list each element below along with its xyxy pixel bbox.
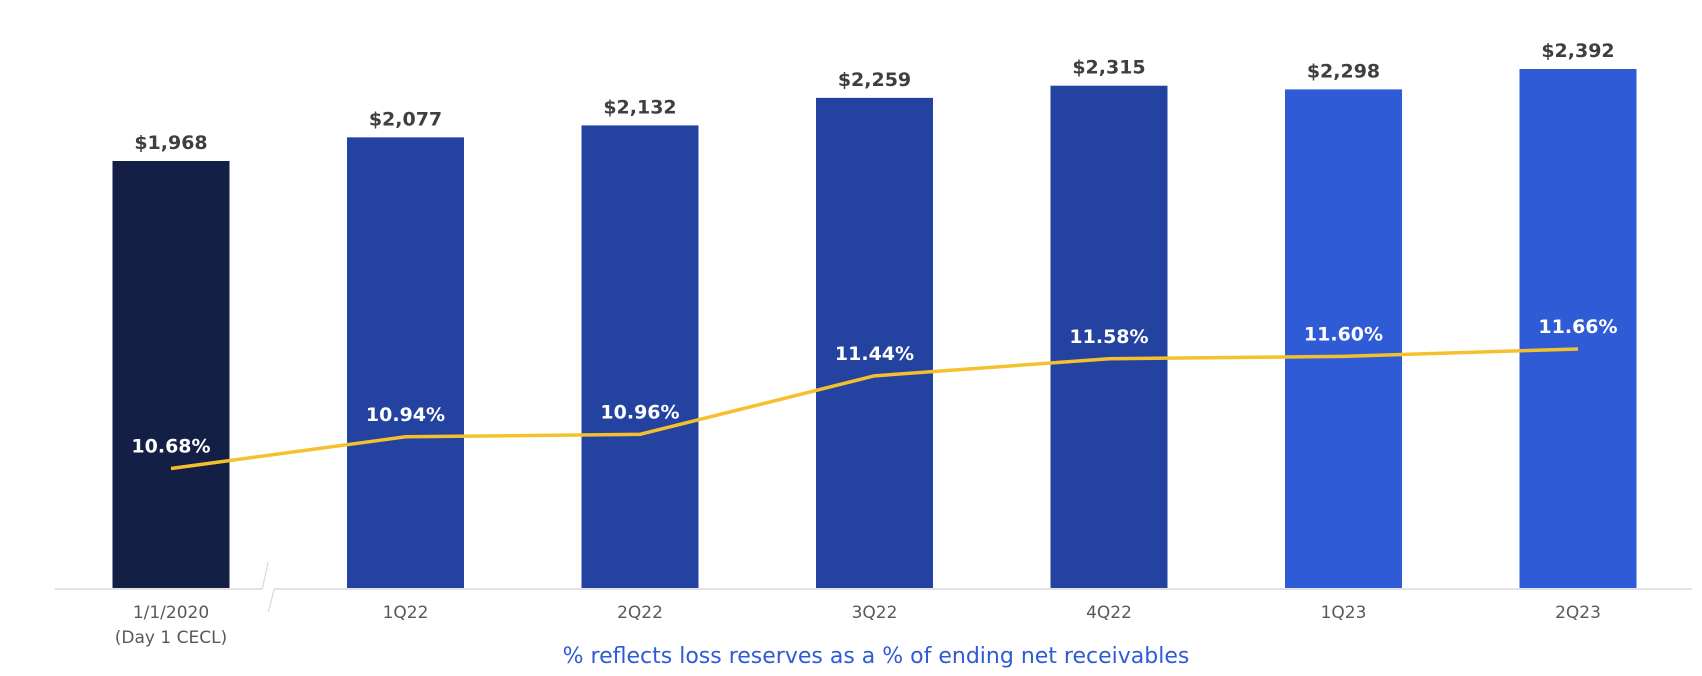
bar-2Q22 (581, 125, 699, 589)
axis-break-marker (261, 561, 275, 613)
bar-value-label: $2,259 (838, 69, 911, 91)
x-tick-label: 2Q22 (617, 603, 663, 623)
bar-1Q22 (347, 137, 464, 589)
line-value-label: 11.60% (1304, 323, 1383, 345)
bar-value-label: $2,077 (369, 108, 442, 130)
x-tick-label: 1Q22 (383, 603, 429, 623)
bar-value-label: $1,968 (134, 132, 207, 154)
line-value-label: 10.96% (600, 401, 679, 423)
bar-value-label: $2,315 (1072, 57, 1145, 79)
line-value-label: 11.44% (835, 343, 914, 365)
x-tick-label: 3Q22 (852, 603, 898, 623)
bar-1Q23 (1285, 89, 1402, 589)
bar-value-label: $2,298 (1307, 60, 1380, 82)
bar-series (112, 69, 1637, 589)
line-value-labels: 10.68% 10.94% 10.96% 11.44% 11.58% 11.60% 11.6… (131, 316, 1617, 458)
x-tick-sublabel: (Day 1 CECL) (115, 628, 227, 648)
bar-4Q22 (1050, 85, 1168, 588)
x-tick-label: 1/1/2020 (133, 603, 209, 623)
x-tick-labels: 1/1/2020 (Day 1 CECL) 1Q22 2Q22 3Q22 4Q22 1Q23… (115, 603, 1601, 648)
bar-value-label: $2,392 (1541, 40, 1614, 62)
line-series (170, 347, 1579, 471)
x-tick-label: 2Q23 (1555, 603, 1601, 623)
x-tick-label: 1Q23 (1321, 603, 1367, 623)
line-value-label: 11.66% (1538, 316, 1617, 338)
x-tick-label: 4Q22 (1086, 603, 1132, 623)
bar-1/1/2020 (112, 160, 230, 589)
bar-2Q23 (1519, 69, 1637, 588)
x-axis (55, 561, 1692, 613)
loss-reserve-rate-line (170, 347, 1579, 471)
line-value-label: 10.68% (131, 436, 210, 458)
chart-footnote: % reflects loss reserves as a % of endin… (563, 644, 1190, 669)
bar-value-label: $2,132 (603, 96, 676, 118)
line-value-label: 11.58% (1069, 326, 1148, 348)
bar-3Q22 (816, 97, 933, 588)
line-value-label: 10.94% (366, 404, 445, 426)
bar-value-labels: $1,968 $2,077 $2,132 $2,259 $2,315 $2,298 $2,3… (134, 40, 1614, 154)
